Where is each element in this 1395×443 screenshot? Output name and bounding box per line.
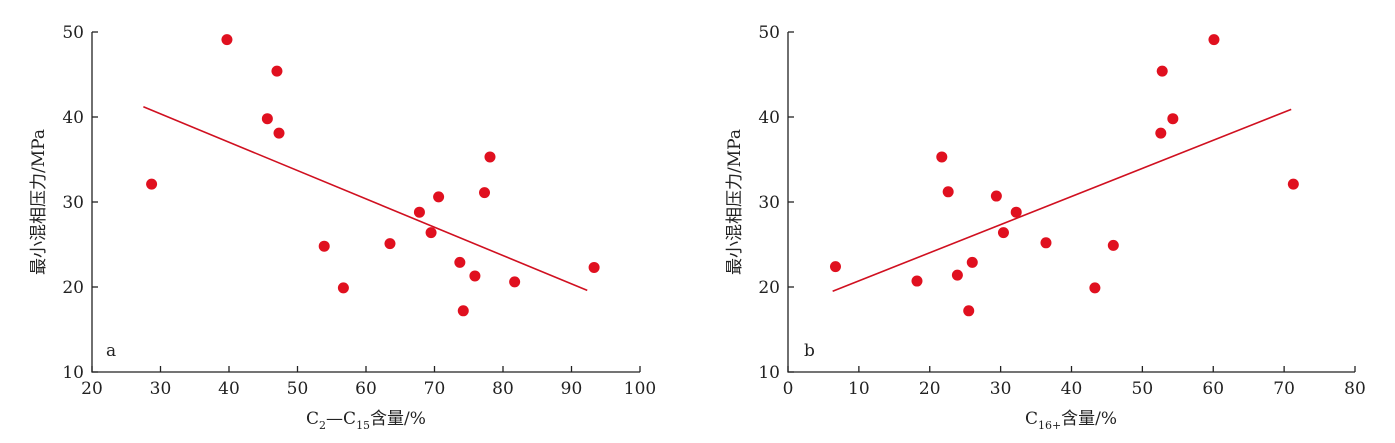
data-point [1040, 237, 1052, 249]
x-tick-label: 20 [919, 379, 941, 399]
x-tick-label: 80 [492, 379, 514, 399]
data-point [1010, 206, 1022, 218]
x-tick-label: 100 [624, 379, 656, 399]
data-point [1208, 34, 1220, 46]
y-tick-label: 10 [758, 363, 780, 383]
data-point [433, 191, 445, 203]
data-point [509, 276, 521, 288]
x-tick-label: 60 [355, 379, 377, 399]
data-point [911, 275, 923, 287]
panel-label: a [106, 341, 116, 361]
x-tick-label: 10 [848, 379, 870, 399]
data-point [425, 227, 437, 239]
x-tick-label: 30 [150, 379, 172, 399]
trend-line [143, 106, 588, 292]
chart-panel-a: 20 30 40 50 60 70 80 90 1001020304050aC2—C15含量/%… [29, 23, 656, 432]
chart-panel-b: 0 10 20 30 40 50 60 70 801020304050bC16+含量/%最小混相… [725, 23, 1366, 432]
y-tick-label: 30 [758, 193, 780, 213]
data-point [261, 113, 273, 125]
x-tick-label: 30 [990, 379, 1012, 399]
x-tick-label: 50 [1132, 379, 1154, 399]
x-tick-label: 50 [287, 379, 309, 399]
axis-lines [787, 32, 1355, 373]
y-tick-label: 30 [62, 193, 84, 213]
data-point [936, 151, 948, 163]
data-point [966, 256, 978, 268]
data-point [1156, 65, 1168, 77]
data-point [588, 261, 600, 273]
data-point [318, 240, 330, 252]
panel-label: b [804, 341, 815, 361]
x-tick-label: 90 [561, 379, 583, 399]
data-point [1089, 282, 1101, 294]
x-tick-label: 40 [218, 379, 240, 399]
y-tick-label: 20 [62, 278, 84, 298]
x-axis-title: C16+含量/% [1025, 409, 1117, 432]
data-point [990, 190, 1002, 202]
y-tick-label: 50 [758, 23, 780, 43]
data-point [271, 65, 283, 77]
data-point [454, 256, 466, 268]
data-point [469, 270, 481, 282]
x-tick-label: 20 [81, 379, 103, 399]
y-tick-label: 40 [62, 108, 84, 128]
x-tick-label: 70 [424, 379, 446, 399]
data-point [997, 227, 1009, 239]
y-tick-label: 40 [758, 108, 780, 128]
x-tick-label: 60 [1202, 379, 1224, 399]
y-axis-title: 最小混相压力/MPa [725, 129, 745, 275]
x-tick-label: 70 [1273, 379, 1295, 399]
data-point [479, 187, 491, 199]
x-tick-label: 80 [1344, 379, 1366, 399]
data-point [273, 127, 285, 139]
data-point [457, 305, 469, 317]
y-tick-label: 10 [62, 363, 84, 383]
y-axis-title: 最小混相压力/MPa [29, 129, 49, 275]
data-point [484, 151, 496, 163]
data-point [942, 186, 954, 198]
y-tick-label: 50 [62, 23, 84, 43]
data-point [146, 178, 158, 190]
data-point [221, 34, 233, 46]
x-tick-label: 0 [783, 379, 794, 399]
y-tick-label: 20 [758, 278, 780, 298]
data-point [1107, 239, 1119, 251]
data-point [951, 269, 963, 281]
data-point [384, 238, 396, 250]
axis-lines [91, 32, 640, 373]
data-point [829, 261, 841, 273]
x-axis-title: C2—C15含量/% [306, 409, 426, 432]
data-point [413, 206, 425, 218]
trend-line [832, 108, 1292, 292]
x-tick-label: 40 [1061, 379, 1083, 399]
data-point [1287, 178, 1299, 190]
data-point [1167, 113, 1179, 125]
data-point [337, 282, 349, 294]
data-point [1155, 127, 1167, 139]
data-point [963, 305, 975, 317]
